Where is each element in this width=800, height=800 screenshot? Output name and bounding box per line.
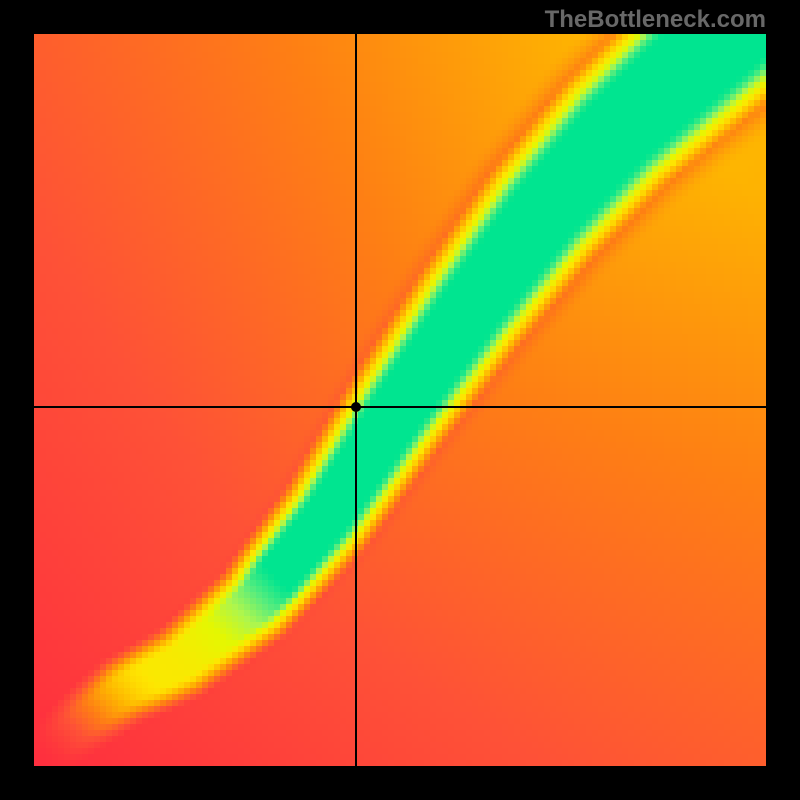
data-point [351, 402, 361, 412]
crosshair-vertical [355, 34, 357, 766]
plot-border-left [0, 0, 34, 800]
plot-border-right [766, 0, 800, 800]
bottleneck-heatmap [34, 34, 766, 766]
plot-border-bottom [0, 766, 800, 800]
crosshair-horizontal [34, 406, 766, 408]
watermark-text: TheBottleneck.com [545, 6, 766, 34]
